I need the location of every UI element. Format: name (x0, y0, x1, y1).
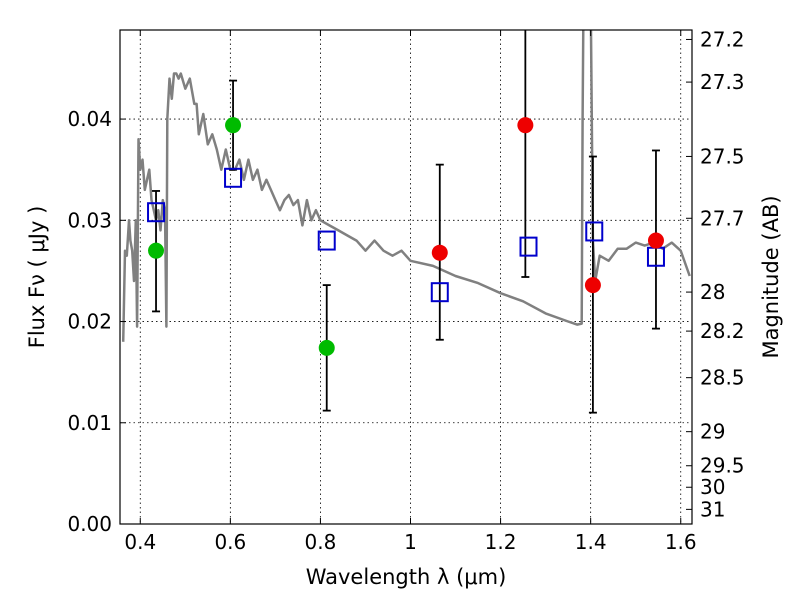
model-flux-square (147, 202, 166, 223)
model-flux-square (430, 282, 449, 303)
x-tick-label: 1.4 (575, 530, 607, 554)
x-tick-label: 0.6 (214, 530, 246, 554)
y-axis-title: Flux Fν ( μJy ) (25, 206, 49, 349)
y-tick-label: 0.02 (67, 310, 112, 334)
observed-flux-dot (318, 339, 335, 356)
x-tick-label: 1 (404, 530, 417, 554)
mag-tick-label: 29.5 (700, 454, 745, 478)
y-tick-label: 0.04 (67, 107, 112, 131)
mag-tick-label: 29 (700, 420, 725, 444)
mag-tick-label: 28.5 (700, 366, 745, 390)
mag-tick-label: 30 (700, 475, 725, 499)
y-tick-label: 0.00 (67, 512, 112, 536)
axis-ticks: 0.4 0.6 0.8 1 1.2 1.4 1.6 0.00 0.01 0.02 0.03 0.04 2… (67, 27, 744, 554)
model-flux-square (585, 221, 604, 242)
mag-tick-label: 28 (700, 280, 725, 304)
observed-flux-dot (148, 242, 165, 259)
x-tick-label: 1.6 (665, 530, 697, 554)
observed-flux-dot (517, 117, 534, 134)
x-tick-label: 0.8 (305, 530, 337, 554)
mag-tick-label: 28.2 (700, 319, 745, 343)
data-marks (121, 30, 691, 414)
x-axis-title: Wavelength λ (μm) (306, 565, 507, 589)
observed-flux-dot (647, 232, 664, 249)
mag-tick-label: 27.7 (700, 206, 745, 230)
mag-tick-label: 27.3 (700, 70, 745, 94)
observed-flux-dot (225, 117, 242, 134)
model-flux-square (317, 230, 336, 251)
observed-flux-dot (584, 277, 601, 294)
plot-background (120, 30, 692, 524)
x-tick-label: 0.4 (124, 530, 156, 554)
mag-tick-label: 27.2 (700, 27, 745, 51)
x-tick-label: 1.2 (485, 530, 517, 554)
mag-tick-label: 27.5 (700, 144, 745, 168)
model-flux-square (224, 167, 243, 188)
mag-tick-label: 31 (700, 497, 725, 521)
y2-axis-title: Magnitude (AB) (759, 195, 783, 358)
model-flux-square (519, 236, 538, 257)
model-spectrum-line (121, 30, 691, 342)
y-tick-label: 0.01 (67, 411, 112, 435)
observed-flux-dot (431, 244, 448, 261)
plot-frame (119, 29, 693, 525)
y-tick-label: 0.03 (67, 208, 112, 232)
